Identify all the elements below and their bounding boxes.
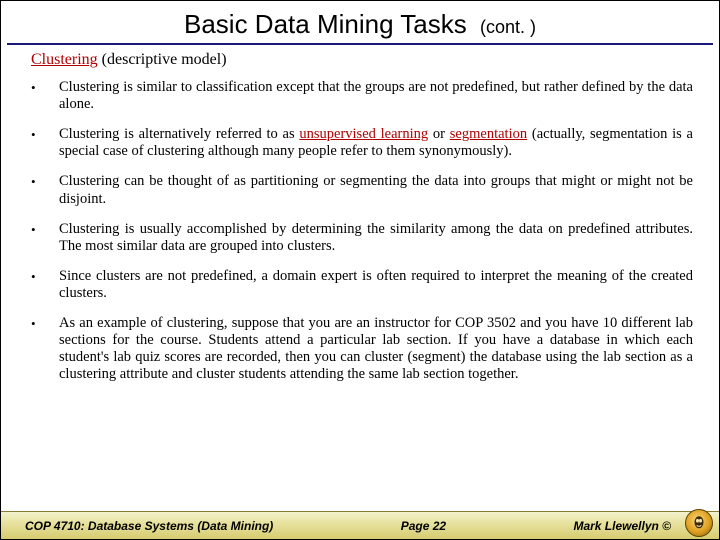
text: or <box>428 126 450 142</box>
bullet-text: Clustering is similar to classification … <box>59 79 693 113</box>
text: Clustering is alternatively referred to … <box>59 126 299 142</box>
list-item: • Clustering can be thought of as partit… <box>31 173 693 207</box>
text: Since clusters are not predefined, a dom… <box>59 268 693 301</box>
bullet-text: Since clusters are not predefined, a dom… <box>59 268 693 302</box>
highlight-text: unsupervised learning <box>299 126 428 142</box>
highlight-text: segmentation <box>450 126 527 142</box>
footer-page: Page 22 <box>273 519 573 533</box>
subtitle-rest: (descriptive model) <box>98 51 227 68</box>
title-bar: Basic Data Mining Tasks (cont. ) <box>7 5 713 45</box>
bullet-icon: • <box>31 268 59 284</box>
footer: COP 4710: Database Systems (Data Mining)… <box>1 511 719 539</box>
list-item: • Clustering is alternatively referred t… <box>31 126 693 160</box>
text: Clustering is usually accomplished by de… <box>59 221 693 254</box>
slide: Basic Data Mining Tasks (cont. ) Cluster… <box>0 0 720 540</box>
slide-title: Basic Data Mining Tasks (cont. ) <box>184 9 536 40</box>
list-item: • As an example of clustering, suppose t… <box>31 315 693 383</box>
list-item: • Clustering is usually accomplished by … <box>31 221 693 255</box>
bullet-icon: • <box>31 126 59 142</box>
bullet-text: Clustering is alternatively referred to … <box>59 126 693 160</box>
list-item: • Since clusters are not predefined, a d… <box>31 268 693 302</box>
ucf-logo-icon <box>685 509 713 537</box>
bullet-icon: • <box>31 221 59 237</box>
bullet-icon: • <box>31 79 59 95</box>
bullet-text: Clustering is usually accomplished by de… <box>59 221 693 255</box>
bullet-icon: • <box>31 173 59 189</box>
title-main: Basic Data Mining Tasks <box>184 9 467 39</box>
list-item: • Clustering is similar to classificatio… <box>31 79 693 113</box>
subtitle: Clustering (descriptive model) <box>31 51 689 69</box>
text: Clustering can be thought of as partitio… <box>59 173 693 206</box>
subtitle-term: Clustering <box>31 51 98 68</box>
bullet-icon: • <box>31 315 59 331</box>
text: Clustering is similar to classification … <box>59 79 693 112</box>
title-cont: (cont. ) <box>480 17 536 37</box>
text: As an example of clustering, suppose tha… <box>59 315 693 382</box>
bullet-text: Clustering can be thought of as partitio… <box>59 173 693 207</box>
footer-course: COP 4710: Database Systems (Data Mining) <box>1 519 273 533</box>
bullet-text: As an example of clustering, suppose tha… <box>59 315 693 383</box>
bullet-list: • Clustering is similar to classificatio… <box>31 79 693 499</box>
